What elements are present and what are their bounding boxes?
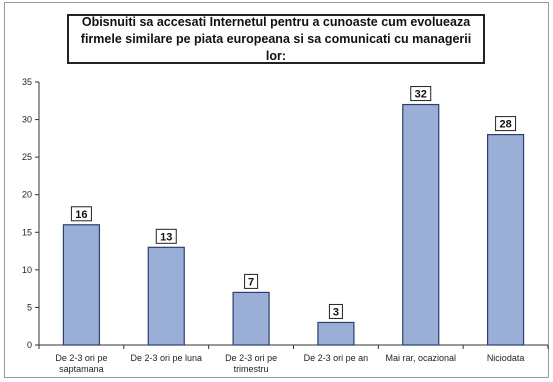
category-label: De 2-3 ori pe an [304, 353, 369, 363]
y-tick-label: 30 [22, 115, 32, 125]
chart-title-box: Obisnuiti sa accesati Internetul pentru … [67, 14, 485, 64]
y-tick-label: 5 [27, 302, 32, 312]
data-label-box [244, 273, 259, 289]
data-label: 7 [248, 276, 254, 288]
category-label: Niciodata [487, 353, 525, 363]
y-tick-label: 20 [22, 190, 32, 200]
data-label: 13 [160, 231, 172, 243]
category-label: De 2-3 ori pe [55, 353, 107, 363]
data-label-box [495, 116, 517, 132]
data-label-box [410, 86, 432, 102]
data-label-box [155, 228, 177, 244]
y-tick-label: 15 [22, 227, 32, 237]
bar [147, 246, 185, 346]
y-tick-label: 10 [22, 265, 32, 275]
category-label: De 2-3 ori pe luna [130, 353, 202, 363]
bar [402, 103, 440, 346]
chart-bars [62, 103, 525, 346]
chart-title-line-2: firmele similare pe piata europeana si s… [80, 31, 472, 63]
category-label: Mai rar, ocazional [385, 353, 456, 363]
y-tick-label: 25 [22, 152, 32, 162]
category-label: De 2-3 ori pe [225, 353, 277, 363]
data-label: 32 [415, 89, 427, 101]
bar [232, 291, 270, 346]
bar [62, 224, 101, 346]
y-tick-label: 0 [27, 340, 32, 350]
data-label-box [70, 206, 92, 222]
category-label: trimestru [234, 364, 269, 374]
category-label: saptamana [59, 364, 104, 374]
data-label: 28 [499, 119, 511, 131]
bar [317, 321, 355, 346]
chart-title: Obisnuiti sa accesati Internetul pentru … [69, 14, 483, 65]
data-label: 3 [333, 306, 339, 318]
data-label: 16 [75, 209, 87, 221]
y-tick-label: 35 [22, 77, 32, 87]
chart-axes: 0 5 10 15 20 25 30 35 [22, 77, 549, 350]
data-label-box [328, 303, 343, 319]
bar [486, 134, 525, 346]
chart-title-line-1: Obisnuiti sa accesati Internetul pentru … [81, 14, 471, 29]
